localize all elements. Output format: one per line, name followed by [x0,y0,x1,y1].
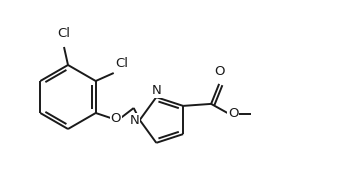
Text: O: O [214,65,224,78]
Text: N: N [130,114,140,126]
Text: O: O [110,112,121,124]
Text: Cl: Cl [116,57,129,70]
Text: N: N [151,84,161,97]
Text: Cl: Cl [57,27,71,40]
Text: O: O [228,107,238,120]
